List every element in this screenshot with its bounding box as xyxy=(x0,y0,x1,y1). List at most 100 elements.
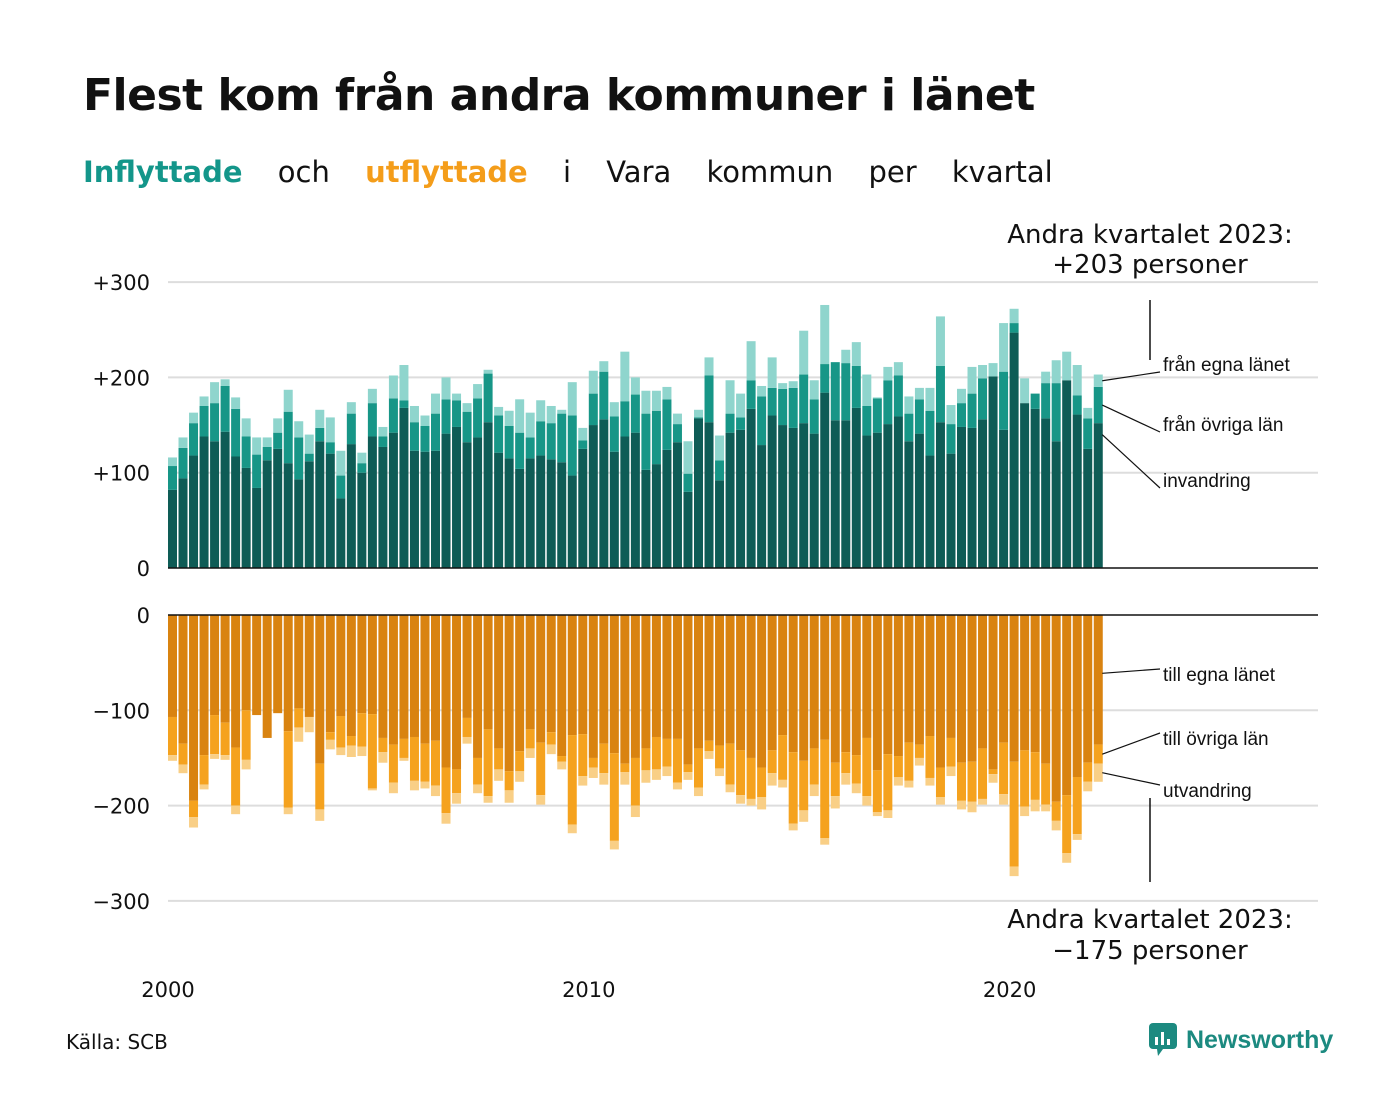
inflow-bar-segment xyxy=(567,415,577,476)
inflow-bar-segment xyxy=(431,393,440,414)
inflow-bar-segment xyxy=(452,426,462,568)
inflow-bar-segment xyxy=(820,392,830,568)
y-tick-label: 0 xyxy=(137,557,150,581)
outflow-bar-segment xyxy=(557,756,567,762)
outflow-bar-segment xyxy=(1041,804,1051,812)
outflow-bar-segment xyxy=(494,769,504,781)
outflow-bar-segment xyxy=(441,767,451,814)
inflow-bar-segment xyxy=(946,405,956,425)
outflow-bar-segment xyxy=(1051,801,1061,821)
outflow-bar-segment xyxy=(809,615,819,749)
outflow-bar-segment xyxy=(409,615,419,737)
inflow-bar-segment xyxy=(1093,423,1103,568)
outflow-bar-segment xyxy=(504,790,514,803)
outflow-bar-segment xyxy=(946,766,956,777)
newsworthy-logo: Newsworthy xyxy=(1148,1022,1333,1058)
inflow-bar-segment xyxy=(883,424,893,568)
outflow-bar-segment xyxy=(809,784,819,797)
inflow-bar-segment xyxy=(715,460,725,481)
outflow-bar-segment xyxy=(515,751,525,772)
outflow-bar-segment xyxy=(546,744,556,755)
inflow-bar-segment xyxy=(1009,332,1019,568)
outflow-bar-segment xyxy=(914,757,924,766)
outflow-bar-segment xyxy=(294,708,304,728)
outflow-bar-segment xyxy=(1083,615,1093,763)
inflow-bar-segment xyxy=(999,371,1009,430)
outflow-bar-segment xyxy=(325,739,335,750)
inflow-bar-segment xyxy=(1083,407,1093,419)
outflow-bar-segment xyxy=(925,777,935,786)
outflow-bar-segment xyxy=(988,615,998,770)
migration-chart: +300 +200 +100 0 0 −100 −200 −300 2000 2010 2020 fr… xyxy=(92,220,1318,1000)
outflow-bar-segment xyxy=(462,717,472,737)
outflow-bar-segment xyxy=(409,780,419,791)
inflow-bar-segment xyxy=(935,365,945,423)
inflow-bar-segment xyxy=(399,365,409,401)
inflow-bar-segment xyxy=(515,432,525,469)
outflow-bar-segment xyxy=(957,615,966,763)
inflow-bar-segment xyxy=(1020,378,1030,404)
inflow-bar-segment xyxy=(862,374,872,406)
inflow-bar-segment xyxy=(957,388,966,404)
inflow-bar-segment xyxy=(557,462,567,568)
inflow-bar-segment xyxy=(567,382,577,416)
outflow-bar-segment xyxy=(252,615,262,716)
inflow-bar-segment xyxy=(473,437,483,568)
inflow-bar-segment xyxy=(178,437,188,448)
inflow-bar-segment xyxy=(872,432,882,568)
outflow-bar-segment xyxy=(778,779,788,788)
inflow-bar-segment xyxy=(283,463,293,568)
outflow-bar-segment xyxy=(883,810,893,818)
inflow-bar-segment xyxy=(578,440,588,449)
inflow-bar-segment xyxy=(683,491,693,568)
outflow-bar-segment xyxy=(820,838,830,845)
inflow-bar-segment xyxy=(1020,403,1030,568)
outflow-bar-segment xyxy=(978,798,988,805)
outflow-bar-segment xyxy=(841,773,851,785)
outflow-bar-segment xyxy=(210,715,220,755)
outflow-bar-segment xyxy=(683,615,693,765)
outflow-bar-segment xyxy=(420,781,430,789)
outflow-bar-segment xyxy=(1020,750,1030,807)
outflow-bar-segment xyxy=(830,796,840,809)
series-label: från egna länet xyxy=(1163,355,1290,376)
y-tick-label: −200 xyxy=(92,795,150,819)
inflow-bar-segment xyxy=(725,413,735,433)
series-leader-line xyxy=(1102,371,1161,382)
outflow-bar-segment xyxy=(620,763,630,773)
outflow-bar-segment xyxy=(304,615,314,717)
inflow-bar-segment xyxy=(999,429,1009,568)
outflow-bar-segment xyxy=(862,615,872,738)
outflow-bar-segment xyxy=(1030,615,1040,753)
inflow-bar-segment xyxy=(609,402,619,417)
inflow-bar-segment xyxy=(462,403,472,412)
outflow-bar-segment xyxy=(715,745,725,769)
inflow-bar-segment xyxy=(1062,351,1072,381)
outflow-bar-segment xyxy=(483,729,493,797)
inflow-bar-segment xyxy=(420,451,430,568)
inflow-bar-segment xyxy=(799,330,809,375)
series-leader-line xyxy=(1101,434,1161,489)
inflow-bar-segment xyxy=(525,412,535,438)
outflow-bar-segment xyxy=(651,736,661,770)
outflow-bar-segment xyxy=(1093,744,1103,764)
outflow-bar-segment xyxy=(189,800,199,818)
outflow-bar-segment xyxy=(715,768,725,777)
inflow-bar-segment xyxy=(536,421,546,456)
outflow-bar-segment xyxy=(672,615,682,739)
outflow-bar-segment xyxy=(199,615,209,756)
inflow-bar-segment xyxy=(199,396,209,406)
inflow-bar-segment xyxy=(273,432,283,449)
outflow-bar-segment xyxy=(767,615,777,751)
inflow-bar-segment xyxy=(1051,383,1061,442)
newsworthy-logo-text: Newsworthy xyxy=(1186,1025,1334,1054)
inflow-bar-segment xyxy=(315,441,325,568)
inflow-bar-segment xyxy=(651,390,661,411)
outflow-bar-segment xyxy=(725,615,735,744)
inflow-bar-segment xyxy=(641,390,651,414)
inflow-bar-segment xyxy=(273,448,283,568)
outflow-bar-segment xyxy=(336,747,346,756)
inflow-bar-segment xyxy=(746,341,756,381)
inflow-bar-segment xyxy=(715,480,725,568)
outflow-bar-segment xyxy=(1009,761,1019,867)
